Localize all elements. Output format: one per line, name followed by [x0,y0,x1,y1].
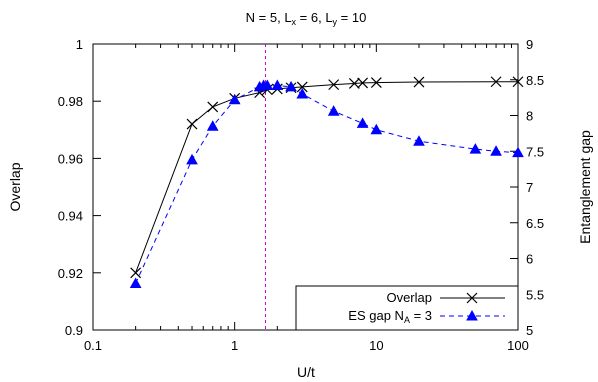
y-right-tick-label: 6.5 [526,216,544,231]
legend-label-overlap: Overlap [386,290,432,305]
data-point-esgap [296,88,309,99]
data-point-esgap [413,135,425,146]
series-line-1 [135,85,519,284]
legend-marker-esgap [466,309,478,321]
y-right-axis-label: Entanglement gap [577,130,593,244]
data-point-overlap [413,76,425,88]
legend: Overlap ES gap NA = 3 [295,285,519,331]
x-tick-label: 10 [369,338,383,353]
data-point-esgap [285,80,297,92]
data-point-overlap [490,76,502,88]
data-point-esgap [370,123,383,135]
y-right-tick-label: 5 [526,323,533,338]
data-point-overlap [357,77,369,89]
y-right-tick-label: 8 [526,109,533,124]
y-left-tick-label: 0.92 [58,266,83,281]
data-point-esgap [271,79,284,90]
chart-title: N = 5, Lx = 6, Ly = 10 [246,10,367,27]
data-point-overlap [348,78,360,89]
series-layer [129,76,524,289]
y-right-tick-label: 6 [526,252,533,267]
data-point-esgap [206,120,219,131]
y-right-tick-label: 8.5 [526,73,544,88]
y-left-tick-label: 1 [76,37,83,52]
y-right-tick-label: 9 [526,37,533,52]
data-point-overlap [512,76,524,88]
y-right-tick-label: 7.5 [526,144,544,159]
x-tick-label: 0.1 [84,338,102,353]
data-point-overlap [370,77,382,89]
series-line-0 [135,81,518,273]
x-tick-label: 1 [231,338,238,353]
y-left-tick-label: 0.94 [58,209,83,224]
data-point-esgap [327,105,340,116]
data-point-esgap [129,277,142,289]
data-point-esgap [469,143,482,154]
legend-cross-marker [466,292,478,304]
data-point-overlap [207,101,219,113]
data-point-overlap [328,79,340,91]
data-point-esgap [356,117,369,128]
x-tick-label: 100 [507,338,529,353]
y-right-tick-label: 5.5 [526,287,544,302]
tick-labels: 0.1 1 10 100 0.9 0.92 0.94 0.96 0.98 1 5 5.5 6 6.5 7 7.… [58,37,544,353]
data-point-esgap [228,93,241,105]
data-point-esgap [186,153,198,165]
data-point-overlap [130,267,142,279]
data-point-overlap [186,118,198,130]
y-left-tick-label: 0.98 [58,94,83,109]
y-left-axis-label: Overlap [7,162,23,211]
data-point-esgap [490,145,502,156]
data-point-esgap [512,146,524,158]
y-right-tick-label: 7 [526,180,533,195]
data-point-esgap [261,79,274,90]
x-axis-label: U/t [297,364,315,380]
legend-marker-overlap [466,292,478,304]
legend-triangle-marker [466,309,478,321]
y-left-tick-label: 0.9 [65,323,83,338]
y-left-tick-label: 0.96 [58,151,83,166]
legend-label-esgap: ES gap NA = 3 [348,308,432,325]
legend-box [295,285,519,331]
data-point-overlap [296,81,308,93]
